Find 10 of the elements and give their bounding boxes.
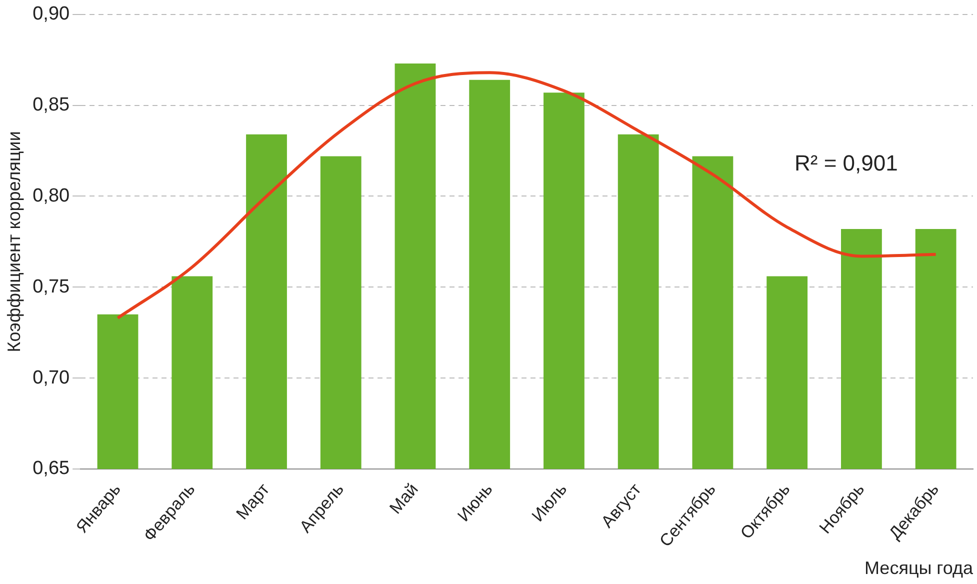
x-axis-title: Месяцы года: [864, 558, 974, 578]
annotation: R² = 0,901: [794, 150, 898, 176]
y-tick-label: 0,85: [32, 94, 70, 116]
y-tick-label: 0,65: [32, 458, 70, 480]
y-axis-title: Коэффициент корреляции: [4, 131, 24, 352]
y-tick-label: 0,90: [32, 4, 70, 25]
y-tick-label: 0,70: [32, 367, 70, 388]
y-tick-label: 0,75: [32, 276, 70, 298]
y-tick-label: 0,80: [32, 185, 70, 206]
line-series: [116, 71, 938, 320]
